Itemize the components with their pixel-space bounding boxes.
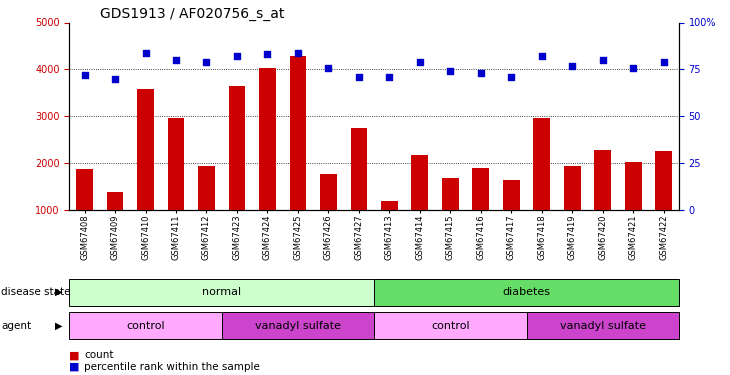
Bar	[107, 192, 123, 210]
Point	[323, 64, 334, 70]
Text: ▶: ▶	[55, 287, 62, 297]
Point	[445, 68, 456, 74]
Bar	[350, 128, 367, 210]
Bar	[412, 154, 429, 210]
Point	[658, 59, 669, 65]
Text: vanadyl sulfate: vanadyl sulfate	[560, 321, 646, 331]
Text: ■: ■	[69, 362, 80, 372]
Text: count: count	[84, 351, 113, 360]
Point	[597, 57, 609, 63]
Bar	[472, 168, 489, 210]
Text: control: control	[126, 321, 165, 331]
Point	[505, 74, 517, 80]
Point	[231, 53, 243, 59]
Text: vanadyl sulfate: vanadyl sulfate	[255, 321, 341, 331]
Point	[536, 53, 548, 59]
Text: diabetes: diabetes	[502, 287, 550, 297]
Bar	[656, 152, 672, 210]
Bar	[290, 56, 307, 210]
Bar	[534, 118, 550, 210]
Bar	[198, 166, 215, 210]
Text: percentile rank within the sample: percentile rank within the sample	[84, 362, 260, 372]
Text: disease state: disease state	[1, 287, 71, 297]
Point	[79, 72, 91, 78]
Bar	[442, 178, 458, 210]
Point	[475, 70, 487, 76]
Point	[110, 76, 121, 82]
Text: GDS1913 / AF020756_s_at: GDS1913 / AF020756_s_at	[100, 8, 284, 21]
Bar	[625, 162, 642, 210]
Point	[139, 50, 151, 55]
Point	[383, 74, 395, 80]
Point	[353, 74, 365, 80]
Bar	[137, 89, 154, 210]
Point	[292, 50, 304, 55]
Point	[170, 57, 182, 63]
Point	[261, 51, 273, 57]
Point	[566, 63, 578, 69]
Text: normal: normal	[202, 287, 242, 297]
Bar	[381, 201, 398, 210]
Bar	[594, 150, 611, 210]
Point	[414, 59, 426, 65]
Bar	[320, 174, 337, 210]
Bar	[503, 180, 520, 210]
Text: ▶: ▶	[55, 321, 62, 331]
Text: agent: agent	[1, 321, 31, 331]
Point	[627, 64, 639, 70]
Bar	[168, 118, 185, 210]
Bar	[76, 169, 93, 210]
Text: control: control	[431, 321, 469, 331]
Bar	[259, 68, 276, 210]
Point	[201, 59, 212, 65]
Text: ■: ■	[69, 351, 80, 360]
Bar	[228, 86, 245, 210]
Bar	[564, 166, 580, 210]
